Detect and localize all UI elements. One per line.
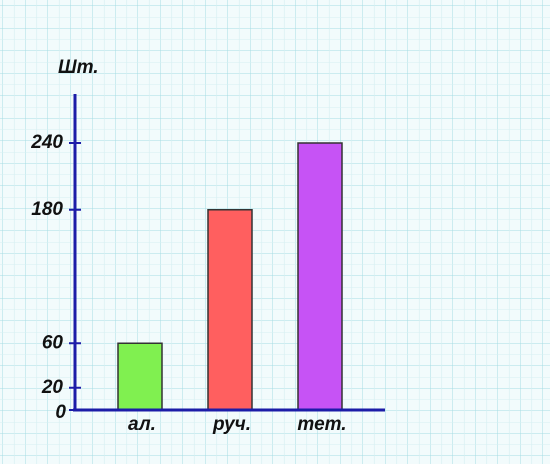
y-tick-label: 180	[31, 199, 63, 220]
bar	[297, 142, 343, 411]
y-axis-label: Шт.	[58, 57, 99, 78]
x-tick-label: тет.	[297, 414, 346, 435]
bar	[207, 209, 253, 411]
x-tick-label: ал.	[128, 414, 156, 435]
y-tick-label: 0	[55, 402, 66, 423]
x-tick-label: руч.	[212, 414, 251, 435]
bar	[117, 342, 163, 411]
y-tick-label: 20	[41, 377, 64, 398]
y-tick-label: 240	[30, 132, 63, 153]
y-tick-label: 60	[42, 332, 64, 353]
